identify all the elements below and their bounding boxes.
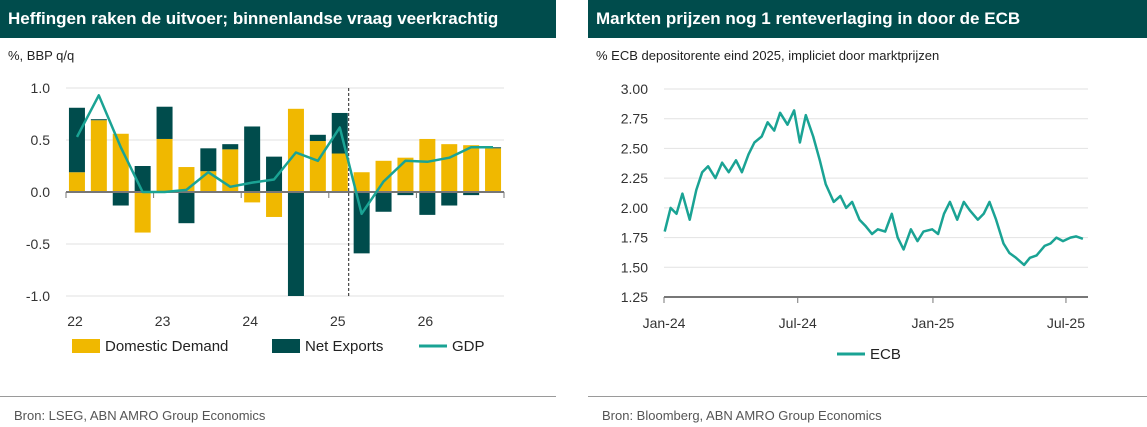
net-exports-bar: [309, 134, 326, 142]
y-tick-label: 2.75: [621, 111, 648, 127]
domestic-demand-bar: [375, 160, 392, 192]
y-tick-label: 3.00: [621, 81, 648, 97]
domestic-demand-bar: [441, 144, 458, 192]
right-chart-unit-label: % ECB depositorente eind 2025, impliciet…: [596, 48, 940, 63]
domestic-demand-bar: [134, 192, 151, 233]
net-exports-bar: [287, 192, 304, 296]
x-tick-label: 24: [242, 313, 258, 329]
domestic-demand-bar: [331, 153, 348, 192]
gdp-chart-panel: Heffingen raken de uitvoer; binnenlandse…: [0, 0, 556, 427]
net-exports-bar: [485, 147, 502, 149]
domestic-demand-bar: [419, 138, 436, 192]
right-chart-title: Markten prijzen nog 1 renteverlaging in …: [588, 0, 1147, 38]
legend-swatch-net-exports: [272, 339, 300, 353]
legend-label-domestic-demand: Domestic Demand: [105, 338, 228, 355]
domestic-demand-bar: [112, 133, 129, 192]
domestic-demand-bar: [156, 138, 173, 192]
legend-swatch-domestic-demand: [72, 339, 100, 353]
domestic-demand-bar: [287, 108, 304, 192]
net-exports-bar: [68, 107, 85, 173]
gdp-contribution-chart: 1.0 0.5 0.0 -0.5 -1.0 22 23 24 25 26 Domestic Dema…: [26, 80, 505, 355]
y-tick-label: 2.25: [621, 170, 648, 186]
y-tick-label: -0.5: [26, 236, 50, 252]
net-exports-bar: [156, 106, 173, 139]
x-tick-label: Jan-24: [643, 315, 686, 331]
y-tick-label: 1.50: [621, 259, 648, 275]
legend-label-net-exports: Net Exports: [305, 338, 383, 355]
domestic-demand-bar: [463, 145, 480, 192]
right-source-divider: [588, 396, 1147, 397]
x-tick-label: Jul-24: [779, 315, 817, 331]
net-exports-bar: [266, 156, 283, 192]
net-exports-bar: [353, 192, 370, 254]
ecb-line: [663, 109, 1084, 267]
net-exports-bar: [200, 148, 217, 172]
gdp-line: [75, 94, 493, 216]
right-source-text: Bron: Bloomberg, ABN AMRO Group Economic…: [602, 408, 882, 423]
x-tick-label: 22: [67, 313, 83, 329]
x-tick-label: Jul-25: [1047, 315, 1085, 331]
net-exports-bar: [419, 192, 436, 215]
domestic-demand-bar: [266, 192, 283, 217]
net-exports-bar: [375, 192, 392, 212]
y-tick-label: 1.75: [621, 230, 648, 246]
domestic-demand-bar: [68, 172, 85, 192]
x-tick-label: 25: [330, 313, 346, 329]
legend-label-ecb: ECB: [870, 346, 901, 363]
domestic-demand-bar: [222, 149, 239, 192]
domestic-demand-bar: [200, 171, 217, 192]
ecb-rate-chart: 3.00 2.75 2.50 2.25 2.00 1.75 1.50 1.25 Jan-24 Ju…: [621, 81, 1088, 363]
ecb-chart-panel: Markten prijzen nog 1 renteverlaging in …: [588, 0, 1147, 427]
left-chart-title: Heffingen raken de uitvoer; binnenlandse…: [0, 0, 556, 38]
y-tick-label: 0.0: [31, 184, 51, 200]
domestic-demand-bar: [397, 157, 414, 192]
y-tick-label: 2.50: [621, 140, 648, 156]
domestic-demand-bar: [90, 120, 107, 192]
domestic-demand-bar: [244, 192, 261, 203]
y-tick-label: 1.0: [31, 80, 51, 96]
left-chart-unit-label: %, BBP q/q: [8, 48, 75, 63]
net-exports-bar: [90, 119, 107, 121]
x-tick-label: 26: [418, 313, 434, 329]
domestic-demand-bar: [309, 141, 326, 192]
x-tick-label: 23: [155, 313, 171, 329]
domestic-demand-bar: [485, 148, 502, 192]
net-exports-bar: [244, 126, 261, 192]
domestic-demand-bar: [353, 172, 370, 192]
y-tick-label: 0.5: [31, 132, 51, 148]
legend-label-gdp: GDP: [452, 338, 485, 355]
y-tick-label: -1.0: [26, 288, 50, 304]
net-exports-bar: [178, 192, 195, 224]
net-exports-bar: [112, 192, 129, 206]
net-exports-bar: [463, 192, 480, 196]
left-source-divider: [0, 396, 556, 397]
y-tick-label: 2.00: [621, 200, 648, 216]
net-exports-bar: [397, 192, 414, 196]
x-tick-label: Jan-25: [912, 315, 955, 331]
y-tick-label: 1.25: [621, 289, 648, 305]
net-exports-bar: [441, 192, 458, 206]
net-exports-bar: [222, 144, 239, 150]
left-source-text: Bron: LSEG, ABN AMRO Group Economics: [14, 408, 266, 423]
